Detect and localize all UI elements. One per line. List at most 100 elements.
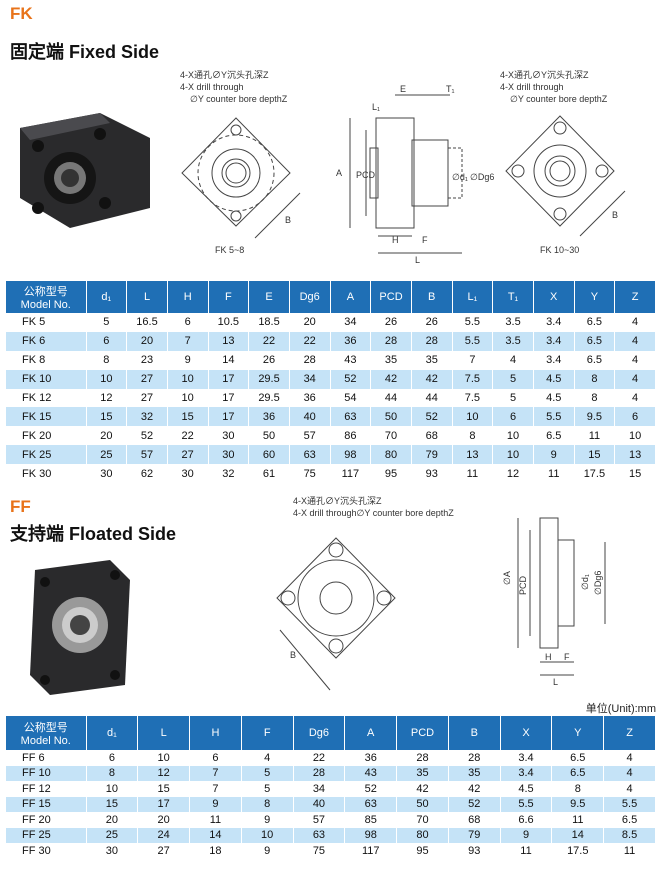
table-cell: 63 xyxy=(330,407,372,427)
ff-photo xyxy=(30,560,130,695)
table-cell: 62 xyxy=(126,464,168,484)
table-cell: 117 xyxy=(330,464,372,484)
section-title: 固定端 Fixed Side xyxy=(10,42,160,62)
table-cell: 42 xyxy=(370,369,412,389)
note-cn: 4-X通孔∅Y沉头孔深Z xyxy=(180,70,269,80)
ff-table: 公称型号 Model No. d₁ L H F Dg6 A PCD B X Y Z FF 6 6 10 6 4 22… xyxy=(6,716,656,859)
table-row: FK 10 10 27 10 17 29.5 34 52 42 42 7.5 5 4.5 8 4 xyxy=(6,369,656,389)
table-cell: 25 xyxy=(86,827,139,843)
table-row: FK 20 20 52 22 30 50 57 86 70 68 8 10 6.5 11 10 xyxy=(6,426,656,446)
note-en: 4-X drill through∅Y counter bore depthZ xyxy=(293,508,454,518)
table-cell: 29.5 xyxy=(248,388,290,408)
table-cell: 17.5 xyxy=(551,843,605,859)
table-cell: 8 xyxy=(452,426,494,446)
table-cell: 80 xyxy=(370,445,412,465)
table-cell: 9.5 xyxy=(551,796,605,812)
header-cell: d₁ xyxy=(86,716,139,750)
table-cell: 23 xyxy=(126,350,168,370)
fk-small-view xyxy=(181,117,301,239)
table-cell: 7 xyxy=(189,781,242,797)
table-cell: 6.5 xyxy=(574,331,616,351)
table-cell: 36 xyxy=(289,388,331,408)
table-cell: 22 xyxy=(248,331,290,351)
table-cell: 30 xyxy=(167,464,209,484)
table-cell: 50 xyxy=(370,407,412,427)
table-cell: 40 xyxy=(289,407,331,427)
table-cell: 12 xyxy=(137,765,191,781)
table-cell: 27 xyxy=(167,445,209,465)
dim-label: A xyxy=(336,168,342,178)
table-cell: 5 xyxy=(241,781,294,797)
table-cell: 79 xyxy=(448,827,501,843)
table-cell: 57 xyxy=(126,445,168,465)
table-cell: 8 xyxy=(86,765,139,781)
table-cell: 6.5 xyxy=(574,350,616,370)
table-cell: FK 25 xyxy=(6,445,87,465)
dim-label: E xyxy=(400,84,406,94)
table-cell: 6 xyxy=(86,331,128,351)
header-cell: B xyxy=(448,716,501,750)
table-cell: 15 xyxy=(86,796,139,812)
ff-front-view xyxy=(276,537,396,691)
table-cell: 98 xyxy=(330,445,372,465)
table-cell: 79 xyxy=(411,445,453,465)
table-cell: 7.5 xyxy=(452,388,494,408)
table-cell: FK 6 xyxy=(6,331,87,351)
table-cell: 3.4 xyxy=(500,765,553,781)
ff-drawings: 4-X通孔∅Y沉头孔深Z 4-X drill through∅Y counter… xyxy=(30,496,606,695)
header-cell: H xyxy=(167,281,209,313)
dim-label: L xyxy=(415,255,420,265)
table-cell: 12 xyxy=(492,464,534,484)
table-cell: 26 xyxy=(248,350,290,370)
table-cell: 13 xyxy=(614,445,656,465)
table-row: FK 15 15 32 15 17 36 40 63 50 52 10 6 5.5 9.5 6 xyxy=(6,407,656,427)
table-cell: 93 xyxy=(448,843,501,859)
note-cn: 4-X通孔∅Y沉头孔深Z xyxy=(500,70,589,80)
table-cell: 6 xyxy=(189,750,242,766)
table-cell: 20 xyxy=(86,426,128,446)
table-cell: 17.5 xyxy=(574,464,616,484)
table-cell: 52 xyxy=(126,426,168,446)
note-en: ∅Y counter bore depthZ xyxy=(190,94,288,104)
header-text: Model No. xyxy=(20,735,71,747)
table-cell: 4 xyxy=(614,313,656,332)
table-cell: 8 xyxy=(241,796,294,812)
table-cell: 30 xyxy=(86,843,139,859)
table-cell: FK 5 xyxy=(6,313,87,332)
table-cell: 52 xyxy=(330,369,372,389)
header-row: 公称型号 Model No. d₁ L H F Dg6 A PCD B X Y Z xyxy=(6,716,656,750)
header-cell: Dg6 xyxy=(293,716,346,750)
table-cell: 6.6 xyxy=(500,812,553,828)
table-cell: 3.4 xyxy=(500,750,553,766)
table-cell: 5 xyxy=(241,765,294,781)
table-cell: 26 xyxy=(411,313,453,332)
table-cell: 11 xyxy=(551,812,605,828)
table-cell: 17 xyxy=(137,796,191,812)
table-cell: 28 xyxy=(289,350,331,370)
table-cell: 5.5 xyxy=(452,331,494,351)
table-cell: 7 xyxy=(452,350,494,370)
table-cell: 30 xyxy=(86,464,128,484)
table-cell: 4 xyxy=(614,388,656,408)
header-cell: Y xyxy=(574,281,616,313)
table-cell: 75 xyxy=(289,464,331,484)
table-cell: 15 xyxy=(137,781,191,797)
table-cell: 34 xyxy=(330,313,372,332)
table-cell: FF 10 xyxy=(6,765,87,781)
header-cell: PCD xyxy=(370,281,412,313)
table-cell: 26 xyxy=(370,313,412,332)
header-cell: 公称型号 Model No. xyxy=(6,281,87,313)
header-cell: Z xyxy=(603,716,656,750)
table-cell: 10 xyxy=(492,445,534,465)
table-cell: 35 xyxy=(411,350,453,370)
table-cell: 15 xyxy=(86,407,128,427)
header-cell: F xyxy=(241,716,294,750)
header-cell: Y xyxy=(551,716,605,750)
table-cell: 10 xyxy=(86,369,128,389)
table-cell: 6.5 xyxy=(533,426,575,446)
table-cell: 9 xyxy=(189,796,242,812)
header-cell: H xyxy=(189,716,242,750)
table-cell: FF 6 xyxy=(6,750,87,766)
table-cell: 17 xyxy=(208,369,250,389)
table-cell: 60 xyxy=(248,445,290,465)
